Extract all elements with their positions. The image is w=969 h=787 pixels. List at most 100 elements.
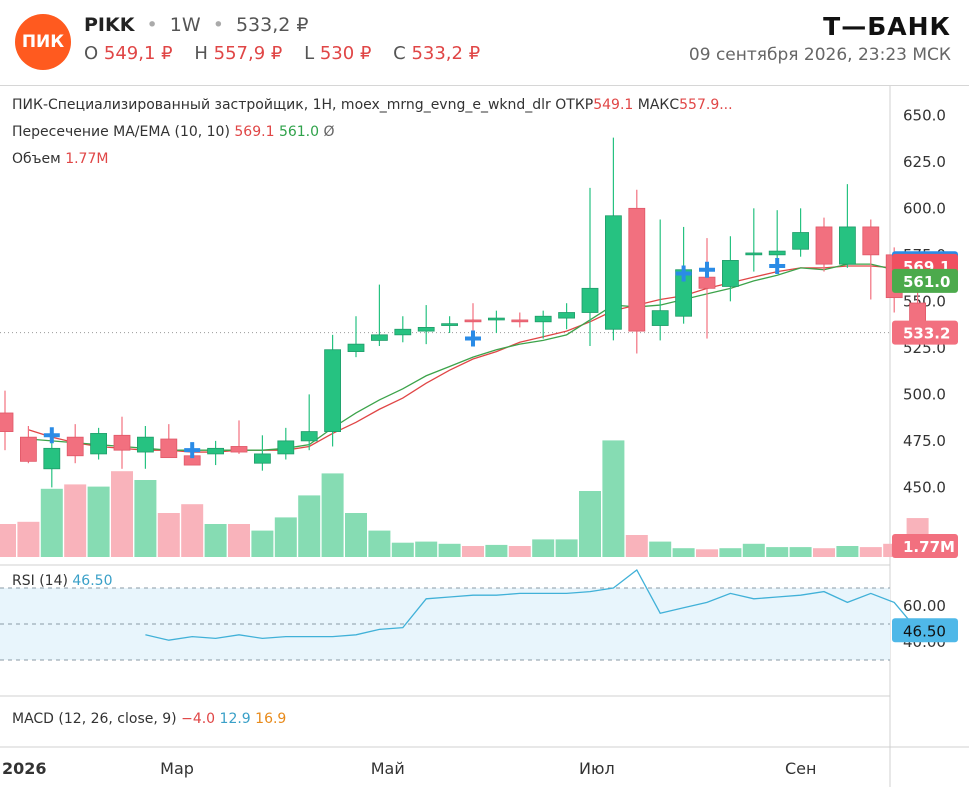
time-axis-label: Июл <box>579 759 615 778</box>
volume-bar <box>508 546 531 557</box>
volume-bar <box>719 548 742 557</box>
candle-body[interactable] <box>534 315 552 323</box>
candle-body[interactable] <box>370 334 388 341</box>
volume-bar <box>438 543 461 557</box>
volume-bar <box>672 548 695 557</box>
instrument-title: ПИК-Специализированный застройщик, 1H, m… <box>12 97 551 113</box>
candle-body[interactable] <box>300 431 318 442</box>
candle-body[interactable] <box>862 226 880 256</box>
volume-bar <box>742 543 765 557</box>
candle-body[interactable] <box>66 436 84 457</box>
cross-marker <box>769 258 786 274</box>
candle-body[interactable] <box>768 250 786 256</box>
price-tick-label: 600.0 <box>903 199 946 217</box>
rsi-label: RSI (14) <box>12 573 68 589</box>
price-tick-label: 650.0 <box>903 106 946 124</box>
volume-bar <box>228 524 250 557</box>
candle-body[interactable] <box>839 226 856 265</box>
candle-body[interactable] <box>581 287 599 313</box>
volume-bar <box>274 517 297 557</box>
candle-body[interactable] <box>277 440 295 455</box>
open-legend-value: 549.1 <box>593 97 634 113</box>
separator-dot: • <box>146 14 158 36</box>
close-label: C <box>393 43 406 64</box>
volume-bar <box>134 480 157 557</box>
volume-bar <box>602 440 625 557</box>
candle-body[interactable] <box>722 260 739 287</box>
volume-bar <box>157 513 180 557</box>
volume-bar <box>813 548 835 557</box>
candle-body[interactable] <box>651 310 669 326</box>
high-value: 557,9 ₽ <box>213 43 283 64</box>
ema-value: 561.0 <box>278 124 320 140</box>
candle-body[interactable] <box>511 319 529 323</box>
ma-value: 569.1 <box>234 124 275 140</box>
close-value: 533,2 ₽ <box>411 43 481 64</box>
candle-body[interactable] <box>136 436 154 453</box>
macd-label: MACD (12, 26, close, 9) <box>12 711 177 727</box>
candle-body[interactable] <box>230 446 248 453</box>
macd-legend: MACD (12, 26, close, 9) −4.0 12.9 16.9 <box>12 711 286 727</box>
price-tag <box>892 320 958 345</box>
max-legend-value: 557.9... <box>679 97 733 113</box>
volume-bar <box>415 541 438 557</box>
time-axis-label: Май <box>371 759 405 778</box>
ma-label: Пересечение MA/EMA (10, 10) <box>12 124 230 140</box>
high-label: H <box>194 43 208 64</box>
datetime: 09 сентября 2026, 23:23 МСК <box>688 45 951 65</box>
header: ПИК PIKK • 1W • 533,2 ₽ O 549,1 ₽ H 557,… <box>0 0 969 84</box>
candle-body[interactable] <box>207 447 225 455</box>
ma-line <box>28 265 918 453</box>
candle-body[interactable] <box>347 343 365 352</box>
candle-body[interactable] <box>487 317 505 321</box>
price-tag-label: 561.0 <box>903 273 950 291</box>
candle-body[interactable] <box>43 447 61 470</box>
open-label: O <box>84 43 99 64</box>
price-tick-label: 450.0 <box>903 478 946 496</box>
volume-value: 1.77M <box>65 151 109 167</box>
candle-body[interactable] <box>113 434 131 451</box>
candle-body[interactable] <box>160 438 178 459</box>
candle-body[interactable] <box>324 349 342 432</box>
volume-bar <box>40 488 63 557</box>
volume-bar <box>345 513 367 557</box>
price-tick-label: 625.0 <box>903 153 946 171</box>
open-value: 549,1 ₽ <box>103 43 173 64</box>
candle-body[interactable] <box>417 326 435 332</box>
candle-body[interactable] <box>628 207 646 332</box>
volume-bar <box>625 535 648 557</box>
low-value: 530 ₽ <box>319 43 372 64</box>
volume-bar <box>859 547 882 557</box>
price-chart[interactable]: 650.0625.0600.0575.0550.0525.0500.0475.0… <box>0 86 969 787</box>
volume-tag <box>892 534 958 558</box>
volume-bar <box>0 524 16 557</box>
interval-label[interactable]: 1W <box>169 14 201 36</box>
ohlc-line: O 549,1 ₽ H 557,9 ₽ L 530 ₽ C 533,2 ₽ <box>84 43 496 64</box>
low-label: L <box>304 43 315 64</box>
volume-bar <box>555 539 578 557</box>
candle-body[interactable] <box>90 433 107 455</box>
candle-body[interactable] <box>441 323 459 326</box>
candle-body[interactable] <box>394 328 412 336</box>
candle-body[interactable] <box>745 252 763 256</box>
ticker-symbol[interactable]: PIKK <box>84 14 135 36</box>
open-legend-label: ОТКР <box>555 97 594 113</box>
candle-body[interactable] <box>253 453 271 464</box>
main-legend: ПИК-Специализированный застройщик, 1H, m… <box>12 97 733 113</box>
candle-body[interactable] <box>698 276 716 289</box>
volume-bar <box>579 491 601 557</box>
rsi-legend: RSI (14) 46.50 <box>12 573 112 589</box>
candle-body[interactable] <box>558 312 575 319</box>
candle-body[interactable] <box>464 319 482 323</box>
candle-body[interactable] <box>19 436 37 462</box>
candle-body[interactable] <box>792 232 809 250</box>
candle-body[interactable] <box>815 226 833 265</box>
volume-bar <box>298 495 321 557</box>
volume-bar <box>204 524 227 557</box>
volume-bar <box>462 546 484 557</box>
rsi-value: 46.50 <box>72 573 113 589</box>
volume-bar <box>485 544 508 557</box>
candle-body[interactable] <box>0 412 14 432</box>
candle-body[interactable] <box>605 215 622 330</box>
brand-logo: Т—БАНК <box>823 12 951 41</box>
